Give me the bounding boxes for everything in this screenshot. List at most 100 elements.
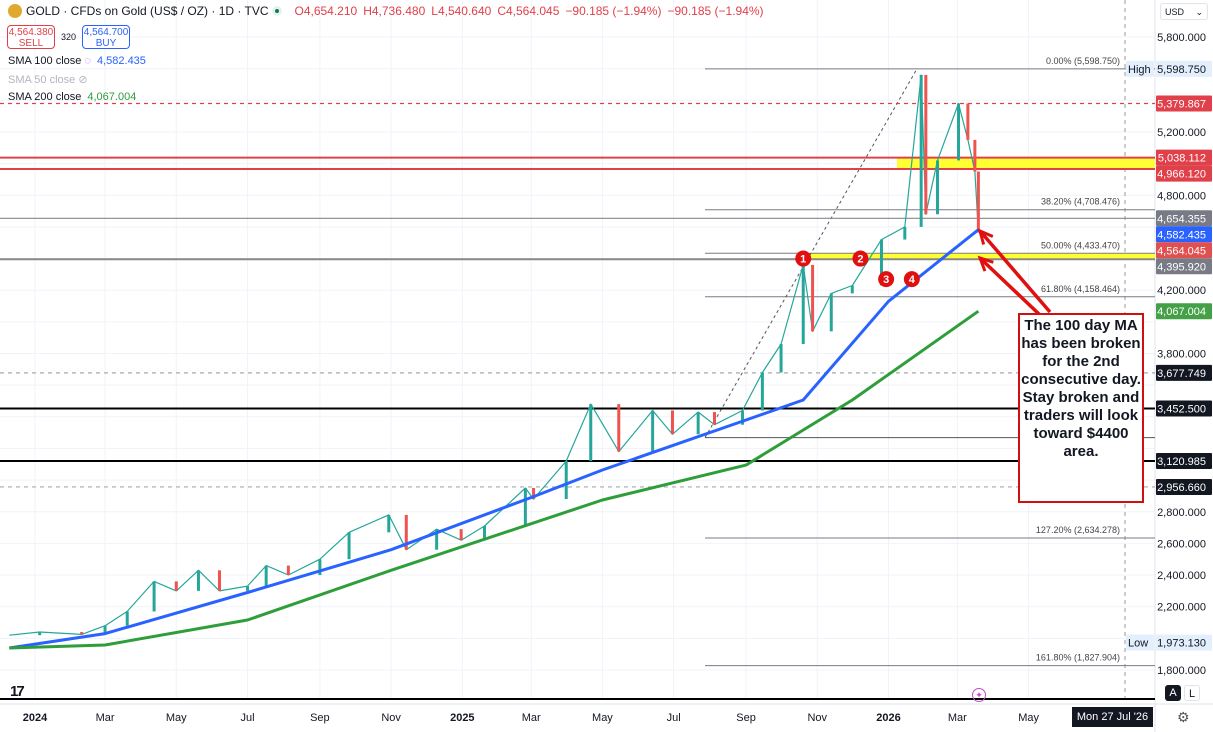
indicator-value: 4,067.004 <box>87 91 137 103</box>
currency-select[interactable]: USD ⌄ <box>1160 3 1208 20</box>
candle <box>696 412 700 435</box>
log-scale-button[interactable]: L <box>1184 685 1200 701</box>
y-tick-label: 1,800.000 <box>1157 665 1206 677</box>
ohlc-open: O4,654.210 <box>294 4 358 18</box>
x-tick-label: 2026 <box>876 712 900 724</box>
candle <box>760 372 764 411</box>
magic-icon[interactable]: ✦ <box>972 688 986 702</box>
ohlc-change: −90.185 (−1.94%) <box>565 4 662 18</box>
fib-trend-line <box>704 68 918 438</box>
fib-level-label: 61.80% (4,158.464) <box>1041 284 1120 294</box>
high-label: High <box>1128 64 1151 76</box>
ohlc-change-2: −90.185 (−1.94%) <box>667 4 764 18</box>
price-tag <box>1156 242 1212 259</box>
indicator-value: 4,582.435 <box>96 55 146 67</box>
price-tag <box>1156 303 1212 320</box>
price-tag <box>1156 60 1212 77</box>
candle <box>801 264 805 345</box>
x-tick-label: May <box>1018 712 1039 724</box>
support-zone <box>800 253 1155 260</box>
marker-circle <box>878 271 895 288</box>
candle <box>459 529 463 541</box>
candle <box>741 410 745 425</box>
marker-label: 2 <box>857 254 863 266</box>
candle <box>976 171 980 233</box>
candle <box>196 570 200 591</box>
chart-header: GOLD · CFDs on Gold (US$ / OZ) · 1D · TV… <box>8 4 764 18</box>
sell-button[interactable]: 4,564.380 SELL <box>7 25 55 49</box>
candle <box>966 103 970 140</box>
annotation-textbox[interactable]: The 100 day MA has been broken for the 2… <box>1018 313 1144 503</box>
candle <box>957 103 961 161</box>
candle <box>80 632 84 635</box>
x-tick-label: 2024 <box>23 712 48 724</box>
candle <box>919 74 923 227</box>
price-line <box>9 74 979 636</box>
x-tick-label: 2025 <box>450 712 474 724</box>
candle <box>617 404 621 452</box>
indicator-label: SMA 50 close <box>8 74 76 86</box>
x-tick-label: May <box>166 712 187 724</box>
gold-symbol-icon <box>8 4 22 18</box>
tradingview-logo[interactable]: 17 <box>10 683 25 700</box>
indicator-sma50[interactable]: SMA 50 close ⊘ <box>8 73 88 86</box>
price-tag-label: 4,067.004 <box>1157 306 1206 318</box>
price-tag <box>1156 149 1212 166</box>
marker-circle <box>903 271 920 288</box>
price-tag-label: 3,452.500 <box>1157 403 1206 415</box>
y-tick-label: 4,800.000 <box>1157 190 1206 202</box>
x-tick-label: Nov <box>807 712 827 724</box>
ohlc-high: H4,736.480 <box>363 4 426 18</box>
buy-label: BUY <box>95 38 117 49</box>
currency-label: USD <box>1165 7 1185 17</box>
marker-label: 4 <box>909 274 916 286</box>
trade-panel: 4,564.380 SELL 320 4,564.700 BUY <box>7 25 131 49</box>
price-tag-label: 5,379.867 <box>1157 98 1206 110</box>
candle <box>387 514 391 533</box>
x-tick-label: Mar <box>522 712 541 724</box>
y-tick-label: 2,200.000 <box>1157 602 1206 614</box>
fib-level-label: 161.80% (1,827.904) <box>1036 653 1120 663</box>
support-zone <box>897 157 1155 169</box>
chevron-down-icon: ⌄ <box>1195 7 1203 17</box>
x-tick-label: May <box>592 712 613 724</box>
candle <box>651 410 655 452</box>
arrow-head <box>977 228 994 245</box>
price-tag <box>1156 258 1212 275</box>
candle <box>523 488 527 526</box>
annotation-arrow <box>978 256 1042 317</box>
candle <box>286 565 290 576</box>
y-tick-label: 5,800.000 <box>1157 32 1206 44</box>
price-tag-label: 5,038.112 <box>1158 153 1206 165</box>
price-tag-label: 1,973.130 <box>1157 638 1206 650</box>
y-tick-label: 2,400.000 <box>1157 570 1206 582</box>
hidden-eye-icon[interactable]: ⊘ <box>78 74 88 86</box>
low-label: Low <box>1128 638 1148 650</box>
crosshair-date-label: Mon 27 Jul '26 <box>1072 707 1153 727</box>
candle <box>318 559 322 576</box>
candle <box>779 344 783 373</box>
indicator-sma100[interactable]: SMA 100 close ◌ 4,582.435 <box>8 55 146 67</box>
candle <box>850 285 854 294</box>
x-tick-label: Nov <box>381 712 401 724</box>
y-tick-label: 2,600.000 <box>1157 538 1206 550</box>
indicator-label: SMA 200 close <box>8 91 82 103</box>
x-tick-label: Jul <box>240 712 254 724</box>
symbol-title[interactable]: GOLD · CFDs on Gold (US$ / OZ) · 1D · TV… <box>26 4 269 18</box>
sma200-line <box>9 309 980 650</box>
auto-scale-button[interactable]: A <box>1165 685 1181 701</box>
candle <box>811 264 815 332</box>
spread: 320 <box>61 32 77 42</box>
fib-level-label: 127.20% (2,634.278) <box>1036 525 1120 535</box>
x-tick-label: Mar <box>948 712 967 724</box>
buy-button[interactable]: 4,564.700 BUY <box>82 25 131 49</box>
high-badge <box>1126 60 1154 77</box>
price-tag-label: 4,564.045 <box>1157 245 1206 257</box>
candle <box>264 565 268 587</box>
indicator-sma200[interactable]: SMA 200 close 4,067.004 <box>8 91 136 103</box>
gear-icon[interactable]: ⚙ <box>1177 709 1190 725</box>
x-tick-label: Jul <box>667 712 681 724</box>
market-status-icon <box>272 6 283 16</box>
candle <box>125 611 129 626</box>
